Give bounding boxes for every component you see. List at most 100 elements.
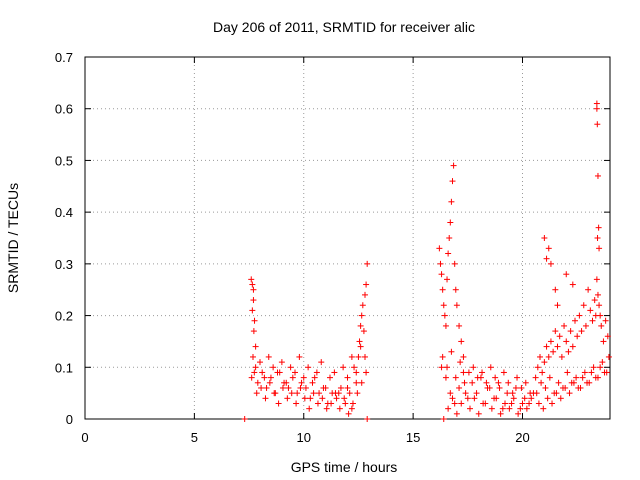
data-point: [283, 379, 290, 386]
data-point: [473, 390, 480, 397]
data-point: [444, 364, 451, 371]
data-point: [270, 364, 277, 371]
data-point: [257, 359, 263, 366]
data-point: [471, 395, 478, 402]
data-point: [293, 400, 300, 407]
data-point: [458, 400, 465, 407]
data-point: [357, 322, 364, 329]
data-point: [279, 384, 286, 391]
data-point: [592, 374, 599, 381]
data-point: [569, 281, 576, 288]
data-point: [483, 379, 490, 386]
data-point: [300, 374, 307, 381]
data-point: [488, 405, 495, 412]
data-point: [278, 359, 285, 366]
y-tick-label: 0.1: [55, 360, 73, 375]
data-point: [517, 405, 524, 412]
data-point: [522, 379, 529, 386]
data-point: [452, 286, 459, 293]
data-point: [573, 374, 580, 381]
data-point: [328, 400, 335, 407]
data-point: [265, 353, 272, 360]
data-point: [497, 410, 504, 417]
data-point: [534, 364, 541, 371]
data-point: [467, 405, 473, 412]
data-point: [445, 405, 452, 412]
data-point: [596, 245, 603, 252]
data-point: [313, 369, 320, 376]
data-point: [441, 312, 448, 319]
data-point: [545, 245, 552, 252]
data-point: [544, 395, 551, 402]
data-point: [364, 260, 371, 267]
data-point: [555, 379, 562, 386]
data-point: [547, 260, 554, 267]
data-point: [581, 369, 588, 376]
data-point: [252, 364, 259, 371]
data-point: [438, 271, 445, 278]
grid: [85, 57, 610, 419]
data-point: [556, 333, 563, 340]
data-point: [576, 312, 583, 319]
data-point: [318, 359, 325, 366]
data-point: [445, 250, 452, 257]
data-point: [479, 369, 486, 376]
x-tick-label: 10: [297, 430, 311, 445]
data-point: [569, 343, 576, 350]
data-point: [316, 390, 323, 397]
data-point: [565, 348, 572, 355]
data-point: [594, 172, 601, 179]
data-point: [528, 395, 535, 402]
data-point: [585, 286, 592, 293]
data-point: [533, 390, 540, 397]
data-point: [587, 307, 594, 314]
data-point: [446, 235, 453, 241]
data-point: [588, 369, 595, 376]
data-point: [353, 379, 360, 386]
data-point: [519, 400, 526, 407]
axis-ticks: [84, 56, 610, 420]
data-point: [469, 379, 476, 386]
data-point: [589, 317, 596, 324]
data-point: [549, 400, 556, 407]
data-point: [567, 328, 574, 335]
data-point: [604, 333, 611, 340]
data-point: [550, 348, 557, 355]
data-point: [319, 395, 326, 402]
data-point: [336, 405, 343, 412]
data-point: [253, 390, 260, 397]
data-point: [331, 369, 338, 376]
data-point: [582, 322, 589, 329]
data-point: [591, 297, 598, 304]
data-point: [439, 353, 446, 360]
data-point: [438, 364, 445, 371]
data-point: [602, 317, 609, 324]
data-point: [362, 291, 368, 298]
data-point: [599, 359, 606, 366]
data-point: [474, 374, 481, 381]
data-point: [546, 374, 553, 381]
data-point: [248, 374, 255, 381]
data-point: [547, 338, 554, 345]
data-point: [458, 338, 465, 345]
data-point: [475, 410, 482, 417]
data-point: [564, 369, 571, 376]
data-point: [484, 384, 491, 391]
data-point: [487, 364, 494, 371]
data-point: [358, 379, 365, 386]
data-point: [289, 374, 296, 381]
data-point: [605, 353, 612, 360]
data-point: [288, 390, 295, 397]
data-point: [448, 348, 455, 355]
data-point: [344, 374, 351, 381]
data-point: [298, 379, 305, 386]
data-point: [593, 276, 600, 283]
data-point: [523, 405, 530, 412]
data-point: [442, 374, 449, 381]
data-point: [561, 322, 568, 329]
data-point: [538, 379, 545, 386]
data-point: [514, 374, 521, 381]
data-point: [595, 224, 602, 231]
data-point: [451, 400, 458, 407]
data-point: [543, 255, 550, 262]
